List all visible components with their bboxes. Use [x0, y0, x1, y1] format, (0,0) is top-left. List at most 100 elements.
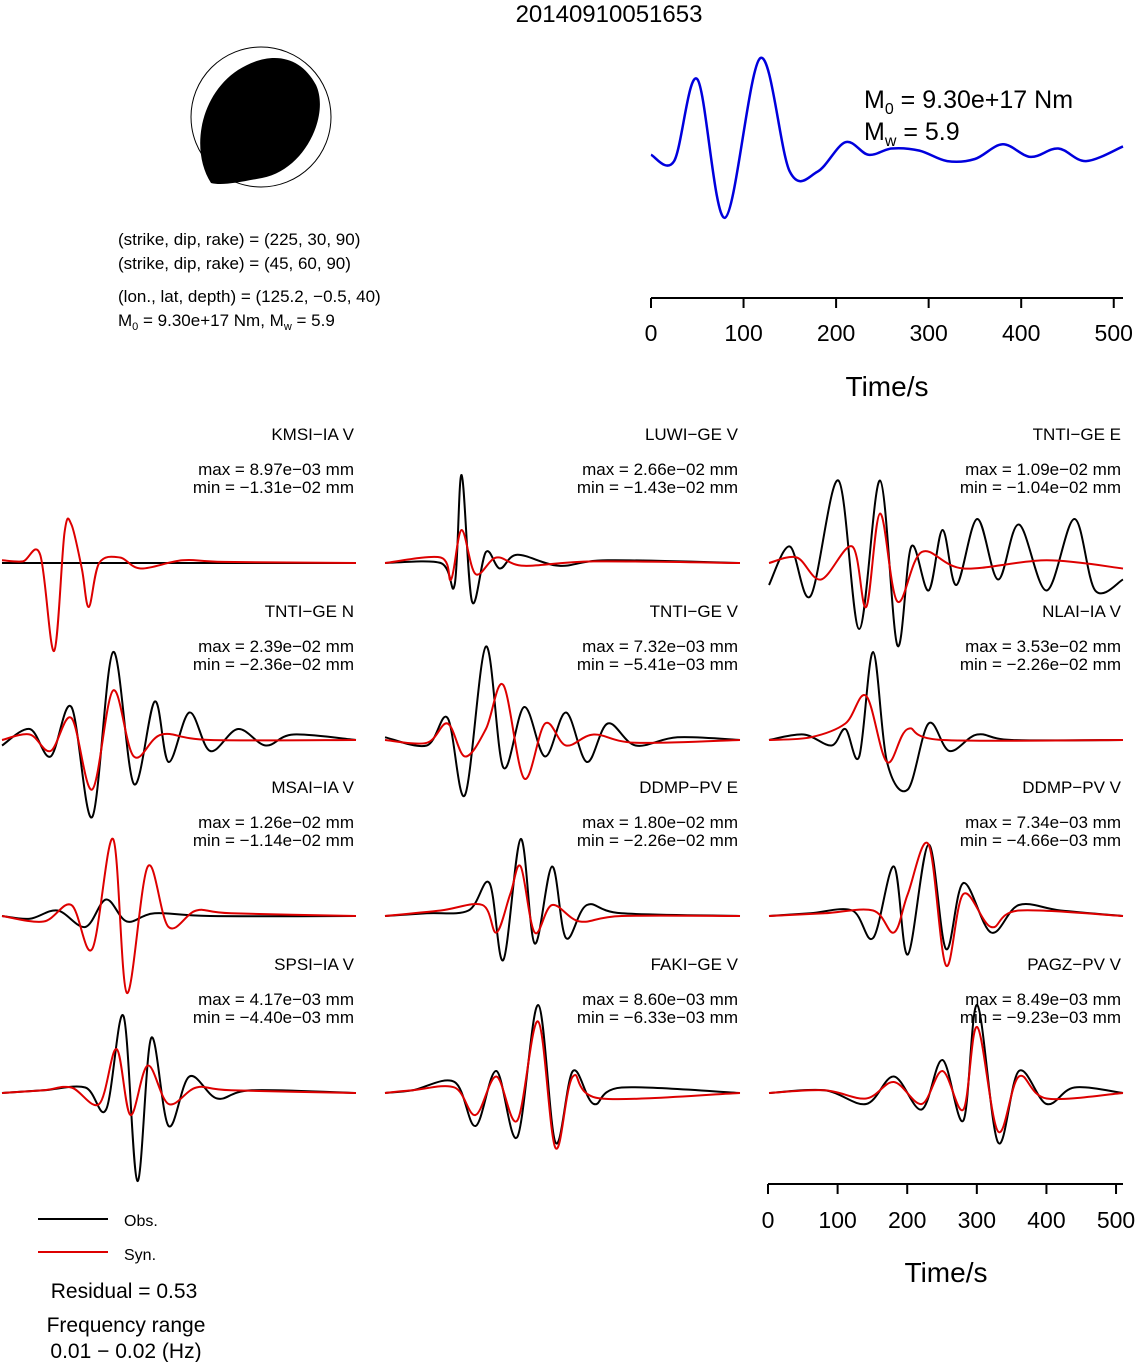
nodal-plane-2: (strike, dip, rake) = (45, 60, 90) [118, 254, 351, 273]
mw-value: = 5.9 [292, 311, 335, 330]
station-label: TNTI−GE V [650, 602, 739, 621]
station-max-amplitude: max = 8.49e−03 mm [965, 990, 1121, 1009]
station-label: DDMP−PV V [1022, 778, 1121, 797]
frequency-range-label: Frequency range [47, 1314, 206, 1337]
stf-mw-prefix: M [864, 118, 885, 146]
station-min-amplitude: min = −5.41e−03 mm [577, 655, 738, 674]
stf-mw-value: = 5.9 [896, 118, 959, 146]
station-min-amplitude: min = −4.66e−03 mm [960, 831, 1121, 850]
station-min-amplitude: min = −1.14e−02 mm [193, 831, 354, 850]
frequency-range-value: 0.01 − 0.02 (Hz) [50, 1340, 201, 1362]
observed-trace [1, 650, 357, 819]
synthetic-trace [768, 512, 1124, 609]
synthetic-trace [768, 841, 1124, 967]
synthetic-trace [768, 1025, 1124, 1133]
hypocenter-location: (lon., lat, depth) = (125.2, −0.5, 40) [118, 287, 381, 306]
station-max-amplitude: max = 4.17e−03 mm [198, 990, 354, 1009]
stf-x-tick-label: 300 [909, 320, 947, 346]
m0-value: = 9.30e+17 Nm, M [138, 311, 284, 330]
stf-mw-label: Mw = 5.9 [864, 118, 960, 150]
station-max-amplitude: max = 2.39e−02 mm [198, 637, 354, 656]
stf-x-axis-label: Time/s [846, 371, 929, 402]
stf-m0-label: M0 = 9.30e+17 Nm [864, 86, 1073, 118]
nodal-plane-1: (strike, dip, rake) = (225, 30, 90) [118, 230, 360, 249]
station-max-amplitude: max = 2.66e−02 mm [582, 460, 738, 479]
traces-x-tick-label: 0 [762, 1207, 775, 1233]
station-label: DDMP−PV E [639, 778, 738, 797]
traces-x-tick-label: 500 [1097, 1207, 1135, 1233]
station-min-amplitude: min = −4.40e−03 mm [193, 1008, 354, 1027]
station-label: TNTI−GE E [1033, 425, 1121, 444]
stf-m0-subscript: 0 [885, 101, 894, 118]
station-min-amplitude: min = −1.31e−02 mm [193, 478, 354, 497]
synthetic-trace [384, 682, 741, 780]
station-label: MSAI−IA V [271, 778, 354, 797]
synthetic-trace [1, 1047, 357, 1117]
legend-syn-label: Syn. [124, 1247, 156, 1264]
observed-trace [1, 898, 357, 929]
station-max-amplitude: max = 3.53e−02 mm [965, 637, 1121, 656]
observed-trace [384, 1003, 741, 1145]
traces-x-tick-label: 200 [888, 1207, 926, 1233]
station-min-amplitude: min = −9.23e−03 mm [960, 1008, 1121, 1027]
observed-trace [768, 479, 1124, 648]
station-min-amplitude: min = −2.36e−02 mm [193, 655, 354, 674]
station-label: KMSI−IA V [271, 425, 354, 444]
traces-x-tick-label: 300 [958, 1207, 996, 1233]
legend: Obs. Syn. [38, 1213, 158, 1264]
station-label: TNTI−GE N [265, 602, 354, 621]
station-min-amplitude: min = −1.04e−02 mm [960, 478, 1121, 497]
synthetic-trace [384, 864, 741, 935]
observed-trace [384, 645, 741, 798]
synthetic-trace [1, 689, 357, 791]
station-min-amplitude: min = −6.33e−03 mm [577, 1008, 738, 1027]
observed-trace [768, 1003, 1124, 1145]
synthetic-trace [384, 1020, 741, 1150]
moment-summary: M0 = 9.30e+17 Nm, Mw = 5.9 [118, 311, 335, 333]
synthetic-trace [1, 837, 357, 995]
legend-obs-label: Obs. [124, 1213, 158, 1230]
observed-trace [384, 837, 741, 962]
stf-x-tick-label: 500 [1095, 320, 1133, 346]
stf-m0-prefix: M [864, 86, 885, 114]
stf-curve [650, 56, 1124, 220]
synthetic-trace [384, 528, 741, 581]
beachball-compressional-quadrant [200, 58, 320, 185]
station-max-amplitude: max = 1.80e−02 mm [582, 813, 738, 832]
station-max-amplitude: max = 8.97e−03 mm [198, 460, 354, 479]
stf-x-tick-label: 100 [724, 320, 762, 346]
observed-trace [768, 843, 1124, 956]
stf-m0-value: = 9.30e+17 Nm [894, 86, 1073, 114]
stf-x-tick-label: 400 [1002, 320, 1040, 346]
beachball [190, 46, 332, 188]
station-max-amplitude: max = 1.26e−02 mm [198, 813, 354, 832]
observed-trace [384, 473, 741, 605]
station-label: SPSI−IA V [274, 955, 355, 974]
m0-prefix: M [118, 311, 132, 330]
stf-x-tick-label: 200 [817, 320, 855, 346]
station-label: LUWI−GE V [645, 425, 739, 444]
traces-x-tick-label: 400 [1027, 1207, 1065, 1233]
source-time-function-panel: M0 = 9.30e+17 Nm Mw = 5.9 0 100 200 300 400 5… [645, 56, 1133, 402]
mw-subscript: w [283, 321, 292, 333]
station-max-amplitude: max = 8.60e−03 mm [582, 990, 738, 1009]
traces-x-tick-label: 100 [818, 1207, 856, 1233]
station-min-amplitude: min = −2.26e−02 mm [960, 655, 1121, 674]
stf-mw-subscript: w [884, 133, 897, 150]
traces-time-axis: Time/s 0 100 200 300 400 500 [762, 1183, 1135, 1288]
station-min-amplitude: min = −2.26e−02 mm [577, 831, 738, 850]
station-max-amplitude: max = 7.34e−03 mm [965, 813, 1121, 832]
residual-label: Residual = 0.53 [51, 1280, 198, 1303]
